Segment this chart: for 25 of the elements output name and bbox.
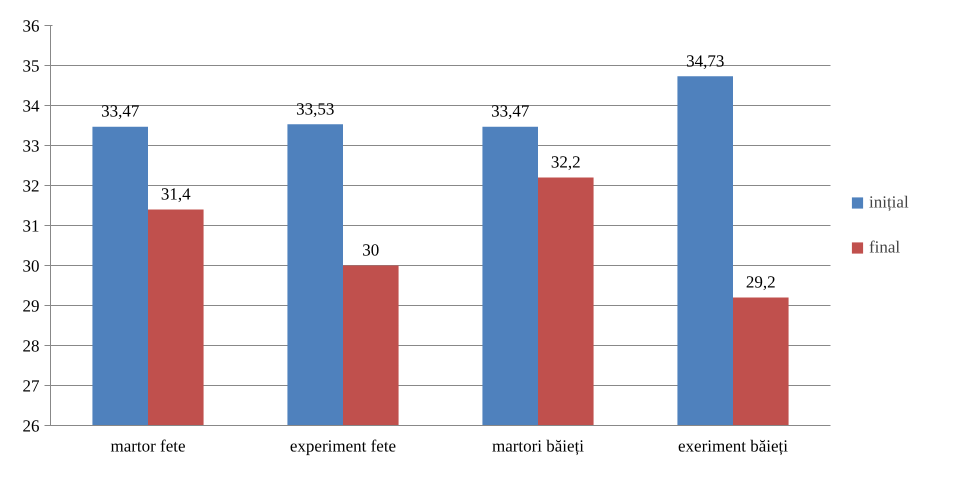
y-tick-label: 27 [22, 376, 40, 396]
x-tick-label: martori băieți [492, 436, 584, 456]
y-tick-label: 32 [22, 176, 40, 196]
x-tick-label: experiment fete [290, 436, 396, 456]
x-tick-label: exeriment băieți [678, 436, 788, 456]
data-label: 34,73 [686, 51, 724, 70]
data-label: 29,2 [746, 272, 776, 292]
data-label: 30 [362, 240, 380, 260]
data-label: 33,47 [101, 102, 140, 121]
y-tick-label: 26 [22, 416, 40, 436]
y-tick-label: 30 [22, 256, 40, 276]
y-tick-label: 31 [22, 216, 40, 236]
y-tick-label: 28 [22, 336, 40, 356]
data-label: 32,2 [550, 152, 581, 172]
legend-label: final [869, 238, 900, 258]
data-label: 33,53 [296, 99, 334, 118]
legend-label: inițial [869, 192, 909, 212]
data-label: 31,4 [160, 184, 192, 204]
y-tick-label: 34 [22, 96, 40, 116]
y-tick-label: 36 [22, 16, 40, 36]
x-tick-label: martor fete [110, 436, 186, 456]
y-tick-label: 33 [22, 136, 40, 156]
data-label: 33,47 [491, 102, 530, 121]
y-tick-label: 35 [22, 56, 40, 76]
y-tick-label: 29 [22, 296, 40, 316]
